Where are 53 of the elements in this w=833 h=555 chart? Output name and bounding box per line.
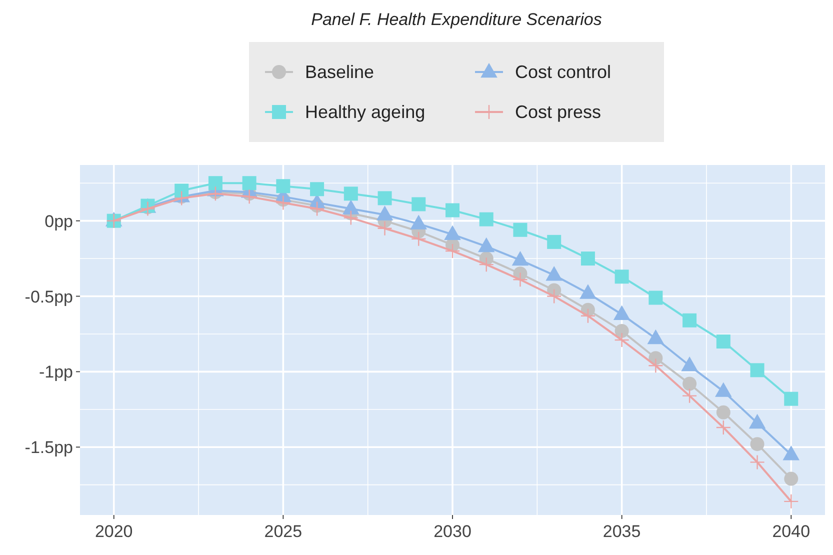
point <box>580 252 595 266</box>
point <box>682 388 698 404</box>
point <box>784 392 798 406</box>
point <box>446 203 460 218</box>
point <box>614 324 629 338</box>
point <box>513 222 528 237</box>
point <box>648 290 663 305</box>
point <box>546 288 562 304</box>
point <box>411 231 426 247</box>
point <box>378 191 392 206</box>
point <box>377 220 392 236</box>
point <box>512 272 528 288</box>
point <box>344 186 358 201</box>
point <box>242 176 256 190</box>
x-tick-label: 2040 <box>772 522 810 541</box>
y-tick-label: 0pp <box>44 212 73 231</box>
point <box>784 494 799 510</box>
point <box>716 420 732 436</box>
point <box>750 454 765 470</box>
point <box>310 182 324 196</box>
point <box>614 332 630 348</box>
legend-label: Cost press <box>515 102 602 122</box>
point <box>276 195 291 210</box>
y-tick-label: -1.5pp <box>24 438 73 458</box>
point <box>750 437 764 452</box>
legend-label: Cost control <box>515 62 612 82</box>
point <box>444 243 460 259</box>
point <box>479 212 494 226</box>
point <box>716 405 730 420</box>
point <box>784 472 798 486</box>
point <box>716 334 730 349</box>
legend-label: Healthy ageing <box>305 102 426 122</box>
point <box>580 308 596 324</box>
legend-label: Baseline <box>305 62 374 82</box>
x-tick-label: 2020 <box>94 522 133 541</box>
point <box>478 256 494 272</box>
point <box>309 201 325 216</box>
point <box>547 234 562 249</box>
point <box>682 313 697 328</box>
point <box>412 197 426 212</box>
chart-title: Panel F. Health Expenditure Scenarios <box>311 10 602 29</box>
x-tick-label: 2025 <box>264 522 302 541</box>
point <box>648 358 664 374</box>
y-tick-label: -1pp <box>38 362 73 382</box>
y-tick-label: -0.5pp <box>24 287 73 306</box>
x-tick-label: 2035 <box>602 522 641 541</box>
point <box>614 270 629 284</box>
x-tick-label: 2030 <box>434 522 472 541</box>
point <box>242 189 257 204</box>
point <box>343 210 359 226</box>
point <box>750 363 764 378</box>
point <box>276 179 290 194</box>
point <box>682 376 697 391</box>
